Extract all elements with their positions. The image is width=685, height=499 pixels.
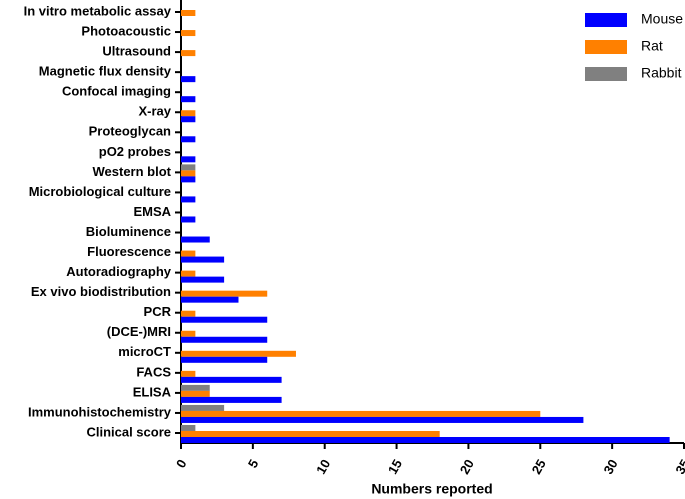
y-tick-label: In vitro metabolic assay [24, 3, 172, 18]
bar [181, 276, 225, 283]
bar [181, 370, 196, 377]
x-tick-label: 15 [385, 457, 405, 477]
bar [181, 196, 196, 203]
bar [181, 116, 196, 123]
x-tick-label: 25 [529, 457, 549, 477]
y-tick-label: microCT [118, 344, 171, 359]
y-tick-label: Ex vivo biodistribution [31, 284, 171, 299]
bar [181, 356, 268, 363]
x-tick-label: 10 [313, 457, 333, 477]
bar [181, 136, 196, 143]
y-tick-label: Immunohistochemistry [28, 404, 172, 419]
bar [181, 316, 268, 323]
x-tick-label: 35 [672, 457, 685, 477]
bar [181, 296, 239, 303]
legend-swatch [585, 40, 627, 54]
y-tick-label: Western blot [93, 164, 172, 179]
bar [181, 437, 670, 443]
legend-label: Rat [641, 38, 663, 54]
bar [181, 376, 282, 383]
y-tick-label: FACS [136, 364, 171, 379]
bar [181, 76, 196, 83]
x-tick-label: 0 [173, 457, 190, 471]
x-tick-label: 20 [457, 457, 477, 477]
y-tick-label: PCR [144, 304, 172, 319]
bar [181, 50, 196, 57]
y-tick-label: Clinical score [86, 424, 171, 439]
bar [181, 416, 584, 423]
bar [181, 164, 196, 171]
y-tick-label: Microbiological culture [29, 184, 171, 199]
y-tick-label: (DCE-)MRI [107, 324, 171, 339]
legend-label: Rabbit [641, 65, 682, 81]
legend-swatch [585, 67, 627, 81]
y-tick-label: ELISA [133, 384, 172, 399]
y-tick-label: Autoradiography [66, 264, 171, 279]
x-axis-title: Numbers reported [371, 481, 492, 497]
bar [181, 156, 196, 163]
bar [181, 256, 225, 263]
y-tick-label: pO2 probes [99, 144, 171, 159]
y-tick-label: Proteoglycan [89, 124, 171, 139]
y-tick-label: Confocal imaging [62, 84, 171, 99]
bar [181, 390, 210, 397]
bar [181, 336, 268, 343]
y-tick-label: Photoacoustic [81, 23, 171, 38]
bar [181, 425, 196, 431]
x-tick-label: 5 [245, 457, 262, 471]
bar [181, 250, 196, 257]
bar [181, 404, 225, 411]
x-tick-label: 30 [600, 457, 620, 477]
bar [181, 10, 196, 16]
bar [181, 110, 196, 117]
bar [181, 350, 296, 357]
y-tick-label: Magnetic flux density [39, 64, 172, 79]
bar [181, 396, 282, 403]
legend-label: Mouse [641, 11, 683, 27]
bar [181, 30, 196, 37]
bar [181, 96, 196, 103]
bar [181, 216, 196, 223]
y-tick-label: Fluorescence [87, 244, 171, 259]
bar [181, 410, 541, 417]
y-tick-label: EMSA [133, 204, 171, 219]
bar [181, 384, 210, 391]
bar [181, 310, 196, 317]
bar [181, 270, 196, 277]
bar [181, 431, 440, 437]
y-tick-label: X-ray [138, 104, 171, 119]
bar [181, 330, 196, 337]
bar [181, 176, 196, 183]
bar [181, 170, 196, 177]
bar [181, 290, 268, 297]
legend-swatch [585, 13, 627, 27]
y-tick-label: Bioluminence [86, 224, 171, 239]
bar [181, 236, 210, 243]
y-tick-label: Ultrasound [102, 44, 171, 59]
